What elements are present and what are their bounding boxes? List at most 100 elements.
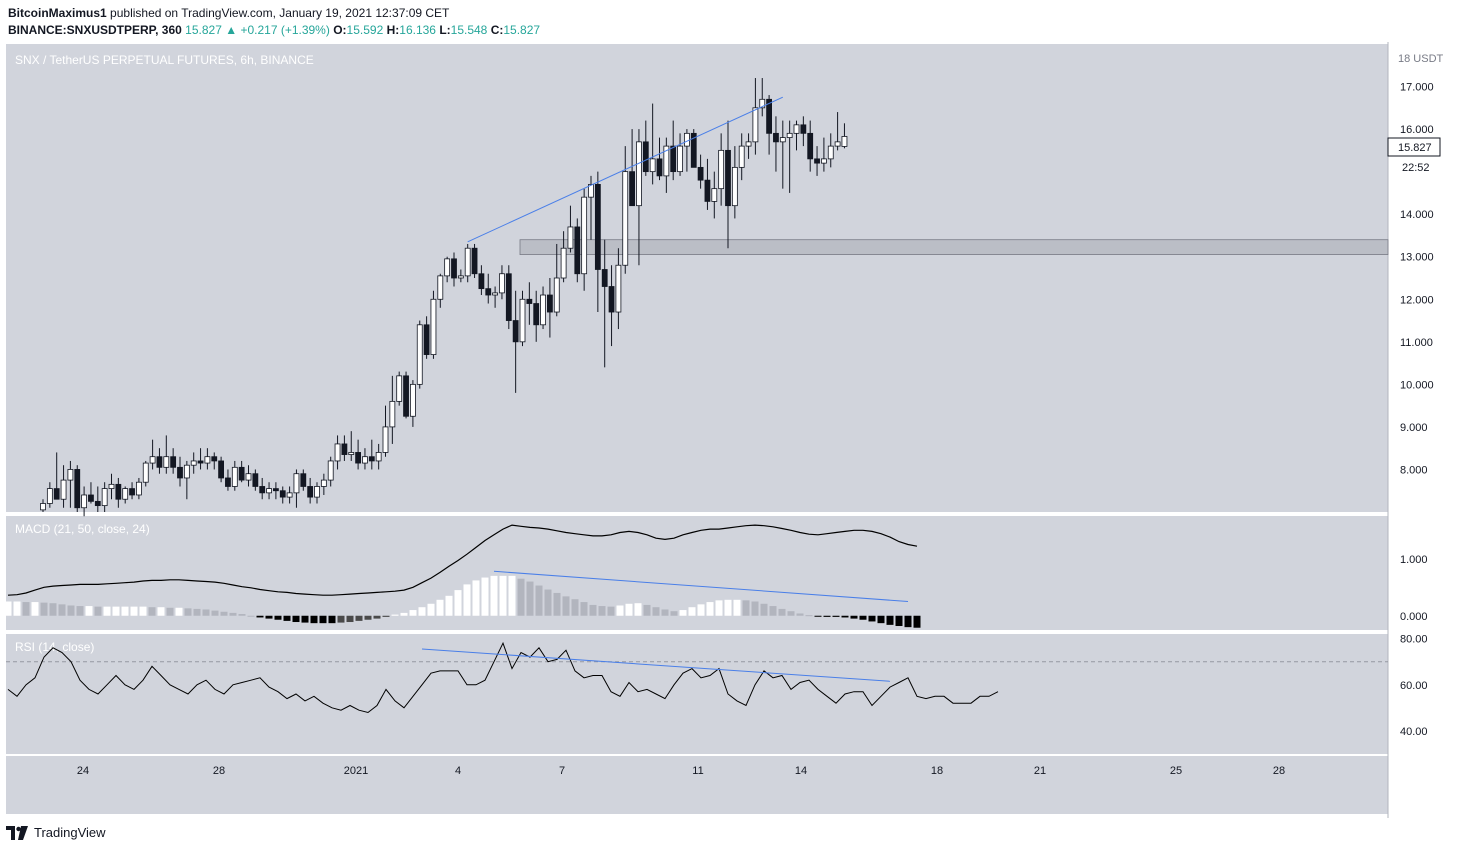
brand-name[interactable]: TradingView: [34, 825, 106, 840]
candle-body: [272, 488, 279, 492]
candle-body: [725, 149, 731, 207]
macd-histogram-bar: [796, 613, 804, 616]
time-tick-label: 4: [455, 765, 461, 777]
macd-histogram-bar: [616, 605, 624, 616]
candle-body: [697, 166, 704, 181]
price-tick-label: 13.000: [1400, 252, 1434, 264]
macd-histogram-bar: [274, 615, 282, 620]
high-label: H:: [386, 23, 400, 37]
macd-histogram-bar: [337, 615, 345, 623]
candle-body: [382, 426, 389, 453]
macd-histogram-bar: [247, 615, 255, 617]
pane-background-1: [6, 516, 1388, 630]
chart-area[interactable]: SNX / TetherUS PERPETUAL FUTURES, 6h, BI…: [0, 42, 1475, 818]
macd-tick-label: 1.000: [1400, 554, 1428, 566]
high-value: 16.136: [399, 23, 436, 37]
candle-body: [252, 473, 259, 487]
candle-body: [841, 136, 848, 147]
last-price-label: 15.827: [1398, 142, 1432, 154]
macd-histogram-bar: [769, 606, 777, 616]
published-text: published on TradingView.com, January 19…: [110, 6, 450, 20]
macd-histogram-bar: [58, 604, 66, 616]
macd-histogram-bar: [193, 608, 201, 616]
macd-histogram-bar: [589, 604, 597, 616]
candle-body: [314, 486, 320, 498]
time-tick-label: 18: [931, 765, 943, 777]
macd-histogram-bar: [670, 611, 678, 616]
candle-body: [156, 456, 163, 468]
candle-body: [807, 132, 814, 160]
candle-body: [677, 145, 683, 173]
candle-body: [547, 294, 553, 313]
price-tick-label: 10.000: [1400, 379, 1434, 391]
candle-body: [327, 460, 334, 481]
macd-histogram-bar: [400, 612, 408, 616]
candle-body: [177, 466, 183, 479]
macd-histogram-bar: [238, 614, 246, 616]
time-tick-label: 28: [1273, 765, 1285, 777]
macd-histogram-bar: [787, 611, 795, 616]
macd-histogram-bar: [391, 614, 399, 616]
macd-tick-label: 0.000: [1400, 611, 1428, 623]
author-name[interactable]: BitcoinMaximus1: [8, 6, 107, 20]
macd-histogram-bar: [859, 615, 867, 620]
candle-body: [745, 141, 752, 147]
candle-body: [766, 98, 772, 134]
macd-histogram-bar: [22, 602, 30, 616]
candle-body: [60, 479, 67, 500]
price-axis[interactable]: 17.00016.00015.00014.00013.00012.00011.0…: [1400, 82, 1434, 738]
time-tick-label: 7: [559, 765, 565, 777]
macd-histogram-bar: [634, 603, 642, 616]
macd-histogram-bar: [427, 603, 435, 616]
candle-body: [533, 303, 540, 326]
candle-body: [307, 486, 314, 498]
macd-histogram-bar: [4, 601, 12, 616]
macd-histogram-bar: [823, 615, 831, 617]
candle-body: [108, 483, 115, 490]
price-tick-label: 9.000: [1400, 422, 1428, 434]
candle-body: [738, 145, 745, 168]
candle-body: [567, 226, 574, 249]
rsi-title: RSI (14, close): [15, 640, 94, 654]
macd-histogram-bar: [13, 601, 21, 616]
candle-body: [286, 492, 293, 498]
macd-histogram-bar: [679, 610, 687, 616]
rsi-tick-label: 80.00: [1400, 634, 1428, 646]
macd-histogram-bar: [40, 602, 48, 616]
open-value: 15.592: [346, 23, 384, 37]
macd-histogram-bar: [499, 575, 507, 616]
tradingview-logo-icon[interactable]: [6, 825, 28, 840]
close-label: C:: [490, 23, 504, 37]
candle-body: [752, 107, 759, 143]
macd-histogram-bar: [472, 580, 480, 616]
candle-body: [464, 247, 471, 277]
candle-body: [437, 275, 444, 300]
macd-histogram-bar: [139, 606, 147, 616]
candle-body: [300, 473, 307, 487]
candle-body: [293, 473, 300, 494]
chart-title: SNX / TetherUS PERPETUAL FUTURES, 6h, BI…: [15, 53, 314, 67]
time-tick-label: 2021: [344, 765, 368, 777]
price-tick-label: 14.000: [1400, 209, 1434, 221]
candle-body: [629, 171, 635, 207]
candle-body: [142, 462, 149, 483]
candle-body: [416, 324, 423, 385]
macd-histogram-bar: [490, 575, 498, 616]
macd-histogram-bar: [706, 602, 714, 616]
macd-histogram-bar: [625, 603, 633, 616]
macd-histogram-bar: [202, 609, 210, 616]
candle-body: [690, 132, 697, 168]
macd-histogram-bar: [112, 606, 120, 616]
candle-body: [704, 179, 711, 202]
candle-body: [94, 500, 101, 507]
candle-body: [170, 456, 177, 468]
macd-histogram-bar: [94, 606, 102, 616]
candle-body: [642, 141, 649, 173]
candle-body: [341, 443, 348, 455]
candle-body: [238, 466, 245, 481]
macd-histogram-bar: [346, 615, 354, 623]
publish-info: BitcoinMaximus1 published on TradingView…: [8, 6, 449, 20]
time-tick-label: 14: [795, 765, 807, 777]
macd-histogram-bar: [184, 608, 192, 616]
macd-histogram-bar: [733, 599, 741, 616]
